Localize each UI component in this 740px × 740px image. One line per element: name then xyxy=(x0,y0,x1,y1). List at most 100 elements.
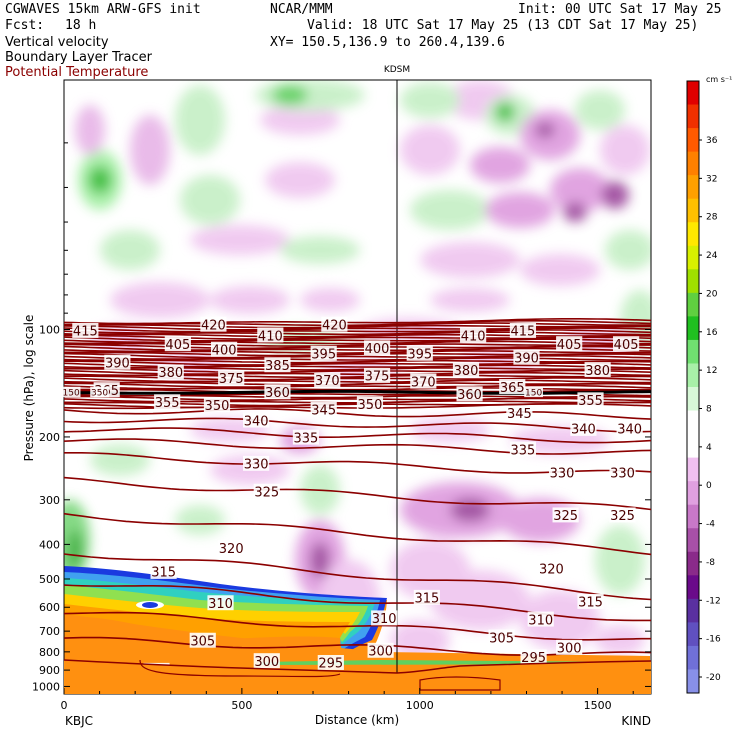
isentrope-line xyxy=(63,611,651,641)
isentrope-label-bg xyxy=(253,653,280,669)
isentrope-label-bg xyxy=(552,507,579,523)
isentrope-line xyxy=(63,553,652,601)
mid-station-label: KDSM xyxy=(384,65,410,75)
isentrope-label: 415 xyxy=(73,325,98,340)
colorbar-label: 28 xyxy=(706,213,718,223)
forecast-label: Fcst: xyxy=(5,18,45,33)
isentrope-label: 310 xyxy=(208,597,233,612)
colorbar-swatch xyxy=(687,245,699,270)
colorbar-swatch xyxy=(687,528,699,553)
isentrope-label: 405 xyxy=(165,338,190,353)
isentrope-label-bg xyxy=(314,372,341,388)
isentrope-label: 325 xyxy=(553,509,578,524)
isentrope-label-bg xyxy=(218,370,245,386)
y-tick-label: 500 xyxy=(39,573,60,586)
isentrope-label-bg xyxy=(616,420,643,436)
isentrope-line xyxy=(63,338,652,345)
isentrope-label-bg xyxy=(509,322,537,338)
x-axis: 0 500 1000 1500 xyxy=(61,688,634,712)
colorbar-swatch xyxy=(687,104,699,129)
colorbar-swatch xyxy=(687,292,699,317)
colorbar-label: 4 xyxy=(706,443,712,453)
isentrope-label: 350 xyxy=(205,399,230,414)
isentrope-label: 390 xyxy=(105,357,130,372)
colorbar-label: -12 xyxy=(706,596,721,606)
isentrope-label: 400 xyxy=(365,342,390,357)
isentrope-label-bg xyxy=(243,412,270,428)
isentrope-label-bg xyxy=(211,341,238,357)
colorbar-label: 16 xyxy=(706,328,718,338)
x-right-station: KIND xyxy=(621,714,651,728)
isentrope-label: 415 xyxy=(511,325,536,340)
isentrope-label-bg xyxy=(189,632,216,648)
isentrope-label: 315 xyxy=(414,592,439,607)
isentrope-label-bg xyxy=(264,384,291,400)
isentrope-label: 330 xyxy=(550,466,575,481)
center-label: NCAR/MMM xyxy=(270,2,333,17)
isentrope-label: 305 xyxy=(489,631,514,646)
isentrope-label: 295 xyxy=(521,651,546,666)
tropopause-line xyxy=(63,389,652,395)
isentrope-label: 375 xyxy=(365,370,390,385)
isentrope-label: 335 xyxy=(511,443,536,458)
isentrope-label-bg xyxy=(310,401,337,417)
isentrope-label: 405 xyxy=(614,338,639,353)
isentrope-line xyxy=(63,636,652,656)
isentrope-label: 150 xyxy=(63,389,80,399)
isentrope-label: 365 xyxy=(500,381,525,396)
isentrope-label: 320 xyxy=(219,542,244,557)
isentrope-label-bg xyxy=(524,386,543,398)
colorbar-swatch xyxy=(687,339,699,364)
isentrope-line xyxy=(64,347,652,354)
potential-temperature-labels: 420 420 415 415 410 410 405 405 405 400 400 395 395 3… xyxy=(61,316,643,695)
isentrope-label-bg xyxy=(410,373,437,389)
isentrope-label-bg xyxy=(253,483,280,499)
colorbar-swatch xyxy=(687,504,699,529)
isentrope-label: 340 xyxy=(617,423,642,438)
isentrope-line xyxy=(63,476,652,511)
isentrope-label-bg xyxy=(613,336,640,352)
colorbar-label: 36 xyxy=(706,136,718,146)
isentrope-label: 400 xyxy=(212,343,237,358)
colorbar-label: -4 xyxy=(706,520,715,530)
colorbar-swatch xyxy=(687,222,699,247)
isentrope-line xyxy=(63,427,652,444)
y-tick-label: 400 xyxy=(39,538,60,551)
y-tick-label: 600 xyxy=(39,601,60,614)
isentrope-label: 310 xyxy=(372,612,397,627)
isentrope-line xyxy=(64,359,652,366)
colorbar-swatch xyxy=(687,410,699,435)
isentrope-label-bg xyxy=(200,316,227,332)
isentrope-label-bg xyxy=(499,379,526,394)
isentrope-label-bg xyxy=(513,349,540,365)
y-tick-label: 100 xyxy=(39,323,60,336)
terrain xyxy=(64,660,651,694)
forecast-hour: 18 h xyxy=(65,18,97,33)
x-left-station: KBJC xyxy=(65,714,93,728)
colorbar-label: 0 xyxy=(706,481,712,491)
isentrope-label-bg xyxy=(371,610,398,626)
isentrope-label-bg xyxy=(104,354,131,370)
isentrope-label: 395 xyxy=(311,348,336,363)
colorbar-swatch xyxy=(687,457,699,482)
isentrope-label: 405 xyxy=(557,338,582,353)
isentrope-label-bg xyxy=(150,563,177,579)
field-vertical-velocity: Vertical velocity xyxy=(5,35,109,50)
isentrope-label: 295 xyxy=(318,657,343,672)
isentrope-label-bg xyxy=(577,392,604,408)
isentrope-label-bg xyxy=(556,639,583,655)
colorbar-swatch xyxy=(687,645,699,670)
isentrope-label-bg xyxy=(556,336,583,352)
isentrope-label: 350 xyxy=(91,389,108,399)
isentrope-label-bg xyxy=(363,340,391,356)
y-tick-label: 200 xyxy=(39,431,60,444)
isentrope-label: 300 xyxy=(557,642,582,657)
isentrope-line xyxy=(63,512,652,556)
isentrope-label: 355 xyxy=(578,394,603,409)
x-axis-title: Distance (km) xyxy=(315,713,399,727)
isentrope-label: 410 xyxy=(461,329,486,344)
isentrope-line xyxy=(63,329,652,336)
isentrope-label-bg xyxy=(577,593,604,609)
y-tick-label: 700 xyxy=(39,625,60,638)
